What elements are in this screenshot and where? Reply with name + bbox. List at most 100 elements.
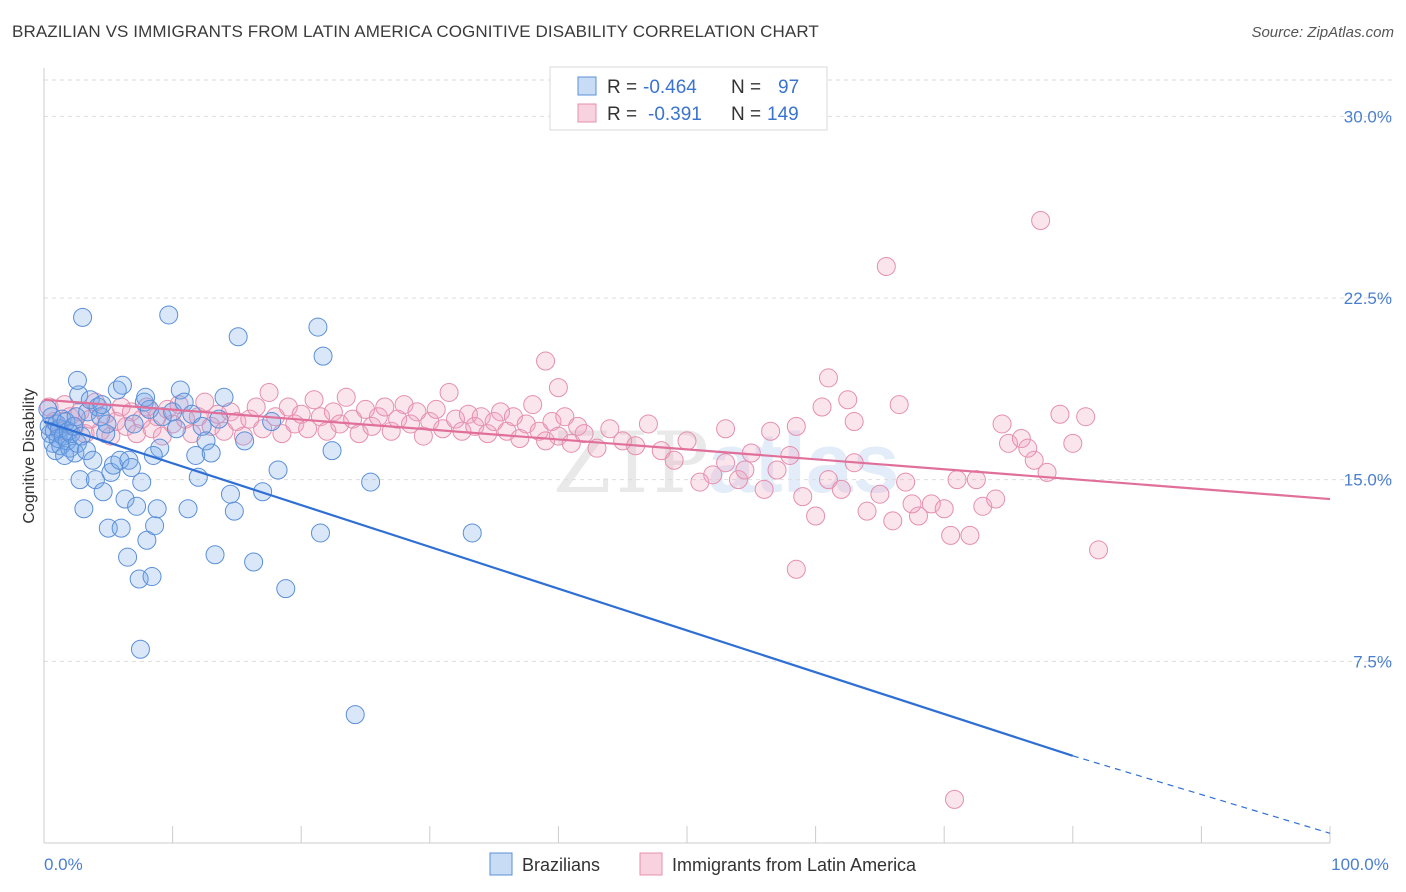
point-immigrants (818, 470, 838, 490)
point-immigrants (728, 470, 748, 490)
point-immigrants (336, 387, 356, 407)
point-brazilians (361, 472, 381, 492)
point-immigrants (786, 559, 806, 579)
bottom-legend-label-brazilians: Brazilians (522, 855, 600, 875)
point-immigrants (523, 395, 543, 415)
trendline-immigrants (43, 398, 1331, 501)
point-brazilians (220, 484, 240, 504)
point-brazilians (322, 441, 342, 461)
point-brazilians (73, 307, 93, 327)
point-immigrants (1031, 210, 1051, 230)
point-immigrants (101, 426, 121, 446)
trendlines (43, 398, 1331, 834)
point-brazilians (130, 639, 150, 659)
point-immigrants (793, 487, 813, 507)
point-immigrants (999, 433, 1018, 453)
point-immigrants (857, 501, 877, 521)
legend-r-value: -0.464 (643, 77, 697, 98)
point-immigrants (426, 399, 446, 419)
point-brazilians (97, 414, 117, 434)
point-immigrants (806, 506, 826, 526)
point-brazilians (147, 499, 167, 519)
point-immigrants (529, 421, 549, 441)
point-brazilians (67, 370, 87, 390)
x-tick-label: 100.0% (1331, 855, 1389, 874)
point-immigrants (439, 382, 459, 402)
legend-r-value: -0.391 (648, 104, 702, 125)
point-brazilians (224, 501, 244, 521)
point-immigrants (542, 412, 562, 432)
point-immigrants (889, 395, 909, 415)
legend-swatch-brazilians (577, 76, 597, 96)
y-tick-label: 22.5% (1344, 289, 1392, 308)
trendline-brazilians-extension (1072, 755, 1331, 834)
point-immigrants (876, 257, 896, 277)
point-immigrants (1050, 404, 1070, 424)
point-immigrants (754, 479, 774, 499)
point-immigrants (934, 499, 954, 519)
point-brazilians (196, 431, 216, 451)
legend-r-label: R = (607, 104, 637, 125)
point-immigrants (831, 479, 851, 499)
point-immigrants (664, 450, 684, 470)
point-immigrants (246, 397, 266, 417)
point-brazilians (145, 516, 165, 536)
legend-r-label: R = (607, 77, 637, 98)
point-immigrants (491, 402, 511, 422)
point-immigrants (902, 494, 922, 514)
point-brazilians (127, 496, 147, 516)
point-brazilians (124, 414, 144, 434)
point-brazilians (142, 567, 162, 587)
trendline-brazilians (43, 420, 1074, 757)
point-brazilians (201, 443, 221, 463)
point-immigrants (944, 789, 964, 809)
point-immigrants (812, 397, 832, 417)
point-immigrants (735, 460, 755, 480)
legend-swatch-immigrants (577, 103, 597, 123)
point-immigrants (677, 431, 697, 451)
bottom-legend-swatch-immigrants (639, 852, 663, 876)
point-brazilians (244, 552, 264, 572)
point-brazilians (150, 438, 170, 458)
point-brazilians (119, 450, 139, 470)
y-axis-label: Cognitive Disability (21, 388, 38, 523)
point-immigrants (947, 470, 967, 490)
point-brazilians (228, 327, 248, 347)
point-immigrants (921, 494, 941, 514)
point-brazilians (76, 441, 96, 461)
point-brazilians (143, 445, 163, 465)
point-immigrants (323, 402, 343, 422)
y-tick-label: 30.0% (1344, 107, 1392, 126)
point-brazilians (159, 305, 179, 325)
point-immigrants (574, 424, 594, 444)
point-brazilians (66, 407, 86, 427)
point-immigrants (1024, 450, 1044, 470)
point-immigrants (304, 390, 324, 410)
point-brazilians (111, 518, 131, 538)
point-immigrants (536, 431, 556, 451)
point-immigrants (561, 433, 581, 453)
point-immigrants (548, 378, 568, 398)
gridlines (44, 79, 1392, 662)
point-immigrants (407, 402, 427, 422)
point-brazilians (115, 489, 135, 509)
point-brazilians (170, 380, 190, 400)
point-immigrants (220, 402, 240, 422)
point-brazilians (235, 431, 255, 451)
point-brazilians (85, 470, 105, 490)
axes (43, 68, 1331, 844)
point-immigrants (638, 414, 658, 434)
bottom-legend-label-immigrants: Immigrants from Latin America (672, 855, 917, 875)
point-immigrants (767, 460, 787, 480)
x-tick-labels: 0.0% 100.0% (44, 855, 1389, 874)
point-immigrants (960, 525, 980, 545)
point-brazilians (166, 419, 186, 439)
point-brazilians (186, 445, 206, 465)
point-immigrants (484, 412, 504, 432)
point-immigrants (786, 416, 806, 436)
point-brazilians (132, 472, 152, 492)
correlation-legend: R = -0.464 N = 97 R = -0.391 N = 149 (549, 66, 828, 131)
point-immigrants (844, 412, 864, 432)
point-brazilians (345, 705, 365, 725)
